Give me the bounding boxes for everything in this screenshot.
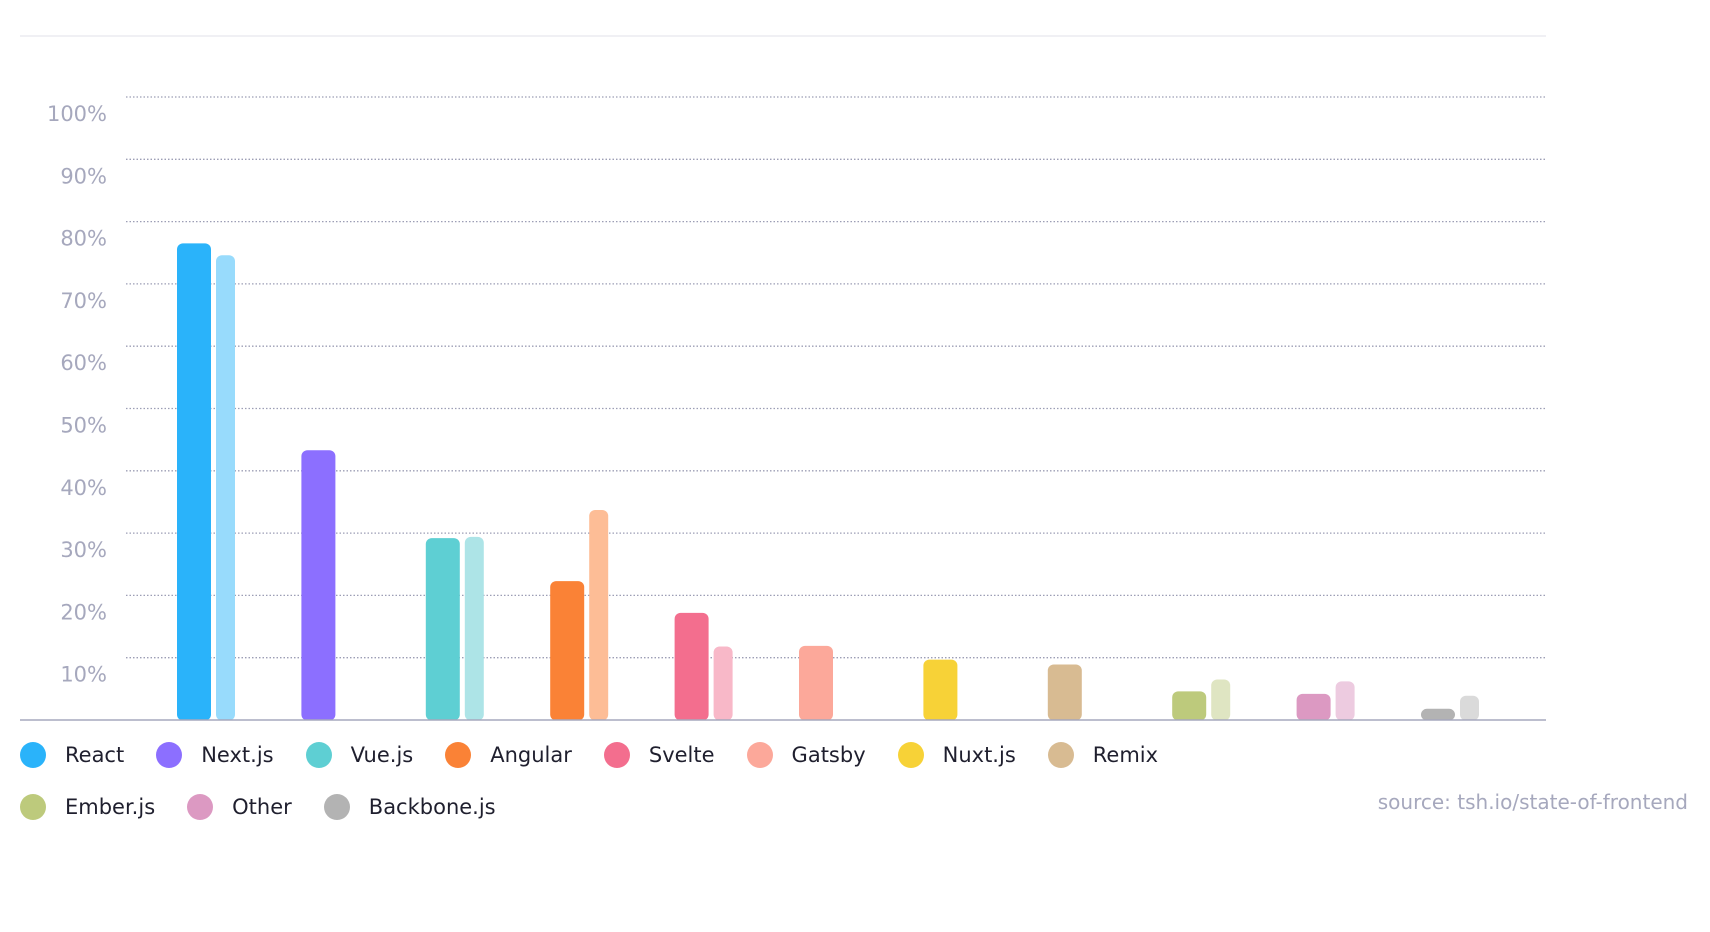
legend-label: Ember.js [65, 795, 156, 819]
bar-ember-js-secondary[interactable] [1211, 679, 1231, 721]
legend: React Next.js Vue.js Angular Svelte Gatsby Nux… [20, 742, 1200, 820]
legend-item-gatsby[interactable]: Gatsby [746, 742, 866, 768]
legend-item-vue-js[interactable]: Vue.js [305, 742, 414, 768]
legend-label: Angular [490, 743, 572, 767]
bar-remix[interactable] [1047, 664, 1082, 721]
legend-swatch-icon [1047, 742, 1074, 768]
legend-item-next-js[interactable]: Next.js [156, 742, 274, 768]
legend-label: Gatsby [791, 743, 866, 767]
legend-label: Backbone.js [368, 795, 496, 819]
legend-label: Other [232, 795, 292, 819]
bar-vue-js-secondary[interactable] [464, 536, 484, 721]
bar-svelte-secondary[interactable] [713, 646, 733, 721]
legend-item-other[interactable]: Other [187, 794, 292, 820]
source-label[interactable]: source: tsh.io/state-of-frontend [1377, 790, 1688, 814]
bar-ember-js[interactable] [1172, 691, 1207, 721]
y-tick-label: 30% [60, 538, 107, 562]
legend-swatch-icon [20, 742, 46, 768]
y-tick-label: 100% [47, 102, 107, 126]
y-tick-label: 20% [60, 600, 107, 624]
legend-swatch-icon [746, 742, 773, 768]
y-tick-label: 40% [60, 476, 107, 500]
bar-angular[interactable] [550, 581, 585, 721]
y-tick-label: 90% [60, 164, 107, 188]
legend-label: Svelte [648, 743, 715, 767]
bar-svelte[interactable] [674, 612, 709, 721]
legend-item-ember-js[interactable]: Ember.js [20, 794, 155, 820]
legend-item-nuxt-js[interactable]: Nuxt.js [897, 742, 1016, 768]
y-tick-label: 10% [60, 663, 107, 687]
legend-swatch-icon [305, 742, 332, 768]
bar-chart: 10% 20% 30% 40% 50% 60% 70% 80% 90% 100% [20, 35, 1546, 721]
legend-swatch-icon [445, 742, 472, 768]
bar-nuxt-js[interactable] [923, 659, 958, 721]
legend-label: Vue.js [350, 743, 414, 767]
legend-item-backbone-js[interactable]: Backbone.js [323, 794, 496, 820]
bar-backbone-js-secondary[interactable] [1460, 695, 1479, 721]
legend-swatch-icon [20, 794, 46, 820]
legend-swatch-icon [187, 794, 214, 820]
bar-angular-secondary[interactable] [589, 510, 609, 721]
bar-other[interactable] [1296, 693, 1331, 721]
y-tick-label: 80% [60, 227, 107, 251]
legend-item-svelte[interactable]: Svelte [603, 742, 715, 768]
bar-next-js[interactable] [301, 450, 336, 721]
legend-label: Next.js [201, 743, 274, 767]
legend-swatch-icon [323, 794, 350, 820]
legend-swatch-icon [897, 742, 924, 768]
bar-gatsby[interactable] [799, 645, 833, 721]
bar-backbone-js[interactable] [1421, 708, 1455, 721]
bar-other-secondary[interactable] [1335, 681, 1355, 721]
legend-swatch-icon [603, 742, 630, 768]
legend-label: React [65, 743, 125, 767]
legend-item-angular[interactable]: Angular [445, 742, 572, 768]
legend-swatch-icon [156, 742, 183, 768]
legend-label: Nuxt.js [942, 743, 1016, 767]
legend-item-react[interactable]: React [20, 742, 124, 768]
bar-react[interactable] [177, 243, 211, 721]
bar-vue-js[interactable] [425, 538, 460, 721]
legend-label: Remix [1092, 743, 1159, 767]
legend-item-remix[interactable]: Remix [1047, 742, 1159, 768]
y-tick-label: 70% [60, 289, 107, 313]
y-tick-label: 50% [60, 414, 107, 438]
bar-react-secondary[interactable] [216, 255, 235, 721]
y-tick-label: 60% [60, 351, 107, 375]
